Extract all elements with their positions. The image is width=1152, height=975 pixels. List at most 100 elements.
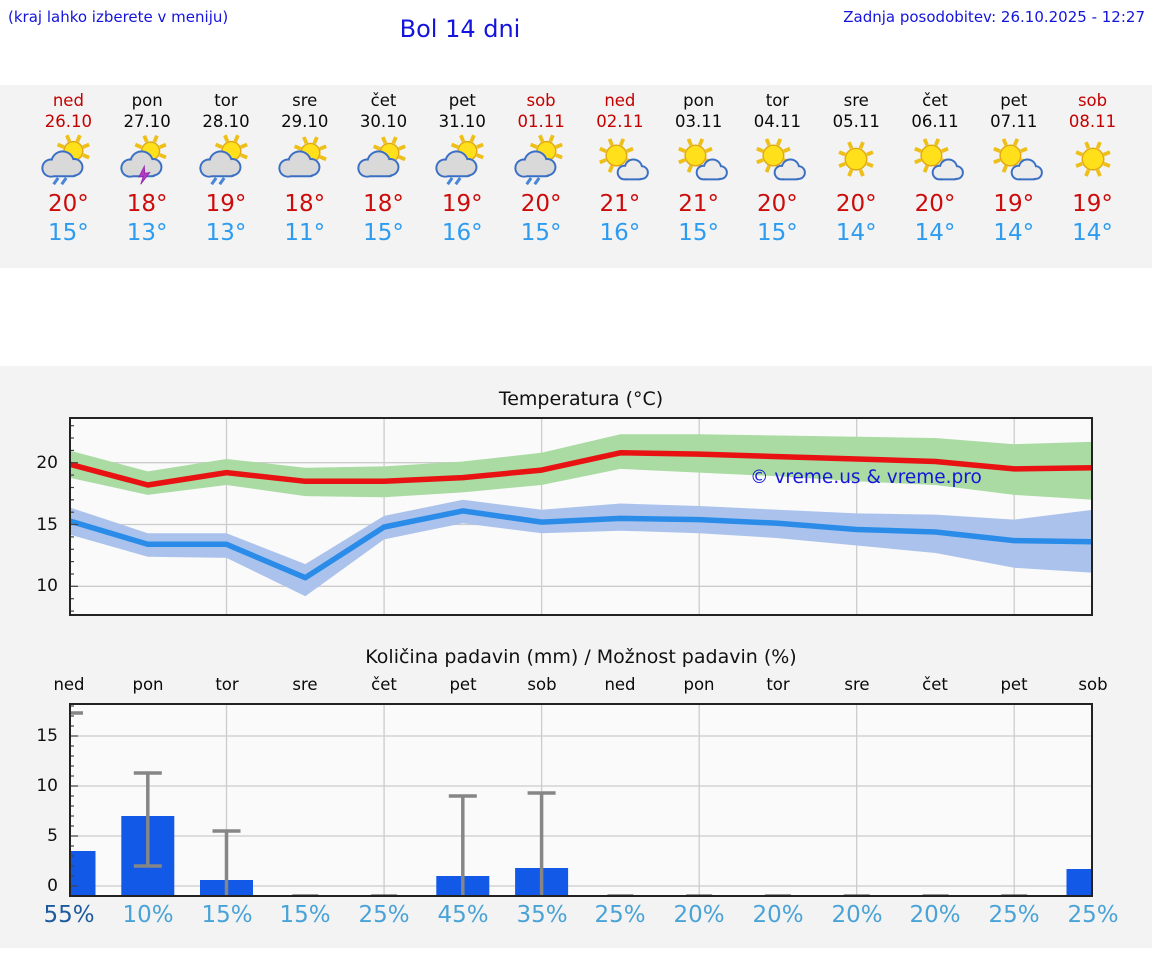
day-name: tor bbox=[214, 91, 238, 110]
day-column: tor 28.10 19° 13° bbox=[187, 85, 266, 268]
temp-axis-label: 10 bbox=[36, 576, 58, 596]
day-low-temp: 13° bbox=[126, 220, 168, 246]
day-name: ned bbox=[604, 91, 636, 110]
last-updated: Zadnja posodobitev: 26.10.2025 - 12:27 bbox=[843, 8, 1145, 26]
day-low-temp: 14° bbox=[993, 220, 1035, 246]
day-high-temp: 18° bbox=[126, 191, 168, 217]
day-high-temp: 18° bbox=[284, 191, 326, 217]
precip-probability: 20% bbox=[909, 902, 961, 928]
precip-day-label: pon bbox=[683, 675, 715, 694]
day-high-temp: 19° bbox=[993, 191, 1035, 217]
forecast-days: ned 26.10 20° 15° pon 27.10 18° 13° tor … bbox=[29, 85, 1132, 268]
day-date: 28.10 bbox=[202, 112, 250, 131]
day-low-temp: 13° bbox=[205, 220, 247, 246]
precip-day-label: sob bbox=[1078, 675, 1108, 694]
day-date: 07.11 bbox=[990, 112, 1038, 131]
day-name: tor bbox=[765, 91, 790, 110]
precip-probability: 25% bbox=[594, 902, 646, 928]
page-title: Bol 14 dni bbox=[399, 15, 521, 43]
precip-day-label: ned bbox=[53, 675, 85, 694]
precip-axis-label: 0 bbox=[47, 876, 58, 896]
day-column: sre 29.10 18° 11° bbox=[265, 85, 344, 268]
weather-sun-cloud-icon bbox=[276, 134, 334, 188]
precip-day-label: sre bbox=[292, 675, 318, 694]
day-column: ned 26.10 20° 15° bbox=[29, 85, 108, 268]
day-column: sob 01.11 20° 15° bbox=[502, 85, 581, 268]
precip-chart bbox=[69, 703, 1093, 897]
weather-sun-smallcloud-icon bbox=[591, 134, 649, 188]
precip-probability: 25% bbox=[988, 902, 1040, 928]
weather-sun-cloud-rain-icon bbox=[39, 134, 97, 188]
precip-day-label: pet bbox=[449, 675, 477, 694]
precip-probability: 35% bbox=[516, 902, 568, 928]
precip-probability: 25% bbox=[1067, 902, 1119, 928]
charts-section: Temperatura (°C) © vreme.us & vreme.pro … bbox=[0, 366, 1152, 948]
day-low-temp: 15° bbox=[363, 220, 404, 246]
day-name: ned bbox=[52, 91, 84, 110]
day-low-temp: 15° bbox=[48, 220, 89, 246]
precip-probability: 20% bbox=[831, 902, 883, 928]
weather-sun-cloud-icon bbox=[355, 134, 413, 188]
day-low-temp: 14° bbox=[835, 220, 877, 246]
day-high-temp: 20° bbox=[835, 191, 877, 217]
precip-probability: 45% bbox=[437, 902, 489, 928]
day-date: 27.10 bbox=[123, 112, 171, 131]
day-name: sre bbox=[292, 91, 318, 110]
precip-day-label: tor bbox=[766, 675, 790, 694]
precip-axis-label: 5 bbox=[47, 826, 58, 846]
day-high-temp: 19° bbox=[205, 191, 247, 217]
weather-sun-icon bbox=[827, 134, 885, 188]
day-low-temp: 14° bbox=[914, 220, 956, 246]
day-low-temp: 15° bbox=[520, 220, 562, 246]
weather-sun-smallcloud-icon bbox=[748, 134, 807, 188]
temperature-chart-title: Temperatura (°C) bbox=[498, 388, 664, 410]
day-low-temp: 16° bbox=[599, 220, 641, 246]
day-date: 01.11 bbox=[517, 112, 565, 131]
precip-day-label: sre bbox=[844, 675, 870, 694]
weather-sun-cloud-rain-icon bbox=[197, 134, 255, 188]
day-date: 08.11 bbox=[1068, 112, 1117, 131]
weather-sun-cloud-rain-icon bbox=[433, 134, 491, 188]
precip-probability: 15% bbox=[201, 902, 253, 928]
day-name: čet bbox=[922, 91, 948, 110]
day-high-temp: 21° bbox=[678, 191, 720, 217]
day-column: pon 03.11 21° 15° bbox=[659, 85, 738, 268]
weather-sun-cloud-lightning-icon bbox=[118, 134, 176, 188]
day-date: 04.11 bbox=[753, 112, 802, 131]
precip-axis-label: 10 bbox=[36, 776, 58, 796]
day-name: sre bbox=[843, 91, 869, 110]
day-name: pet bbox=[448, 91, 476, 110]
day-high-temp: 21° bbox=[599, 191, 641, 217]
day-name: pon bbox=[683, 91, 715, 110]
day-name: sob bbox=[1077, 91, 1108, 110]
day-low-temp: 15° bbox=[678, 220, 720, 246]
precip-day-label: čet bbox=[922, 675, 948, 694]
day-high-temp: 20° bbox=[914, 191, 956, 217]
temp-axis-label: 15 bbox=[36, 515, 58, 535]
day-high-temp: 20° bbox=[48, 191, 89, 217]
day-column: pet 07.11 19° 14° bbox=[974, 85, 1053, 268]
day-column: ned 02.11 21° 16° bbox=[580, 85, 659, 268]
day-low-temp: 14° bbox=[1072, 220, 1113, 246]
weather-sun-cloud-rain-icon bbox=[512, 134, 570, 188]
day-low-temp: 16° bbox=[441, 220, 483, 246]
watermark: © vreme.us & vreme.pro bbox=[750, 467, 982, 488]
day-name: sob bbox=[526, 91, 556, 110]
day-name: pon bbox=[131, 91, 163, 110]
weather-sun-smallcloud-icon bbox=[906, 134, 964, 188]
day-column: pet 31.10 19° 16° bbox=[423, 85, 502, 268]
day-high-temp: 19° bbox=[1072, 191, 1113, 217]
weather-sun-icon bbox=[1064, 134, 1122, 188]
day-column: čet 06.11 20° 14° bbox=[896, 85, 975, 268]
precip-axis-label: 15 bbox=[36, 726, 58, 746]
day-low-temp: 15° bbox=[757, 220, 798, 246]
precip-day-label: pon bbox=[132, 675, 164, 694]
day-column: tor 04.11 20° 15° bbox=[738, 85, 817, 268]
day-date: 31.10 bbox=[438, 112, 486, 131]
precip-probability: 20% bbox=[752, 902, 804, 928]
day-date: 29.10 bbox=[281, 112, 329, 131]
day-name: pet bbox=[1000, 91, 1028, 110]
precip-day-label: tor bbox=[215, 675, 239, 694]
day-column: čet 30.10 18° 15° bbox=[344, 85, 423, 268]
day-name: čet bbox=[370, 91, 397, 110]
